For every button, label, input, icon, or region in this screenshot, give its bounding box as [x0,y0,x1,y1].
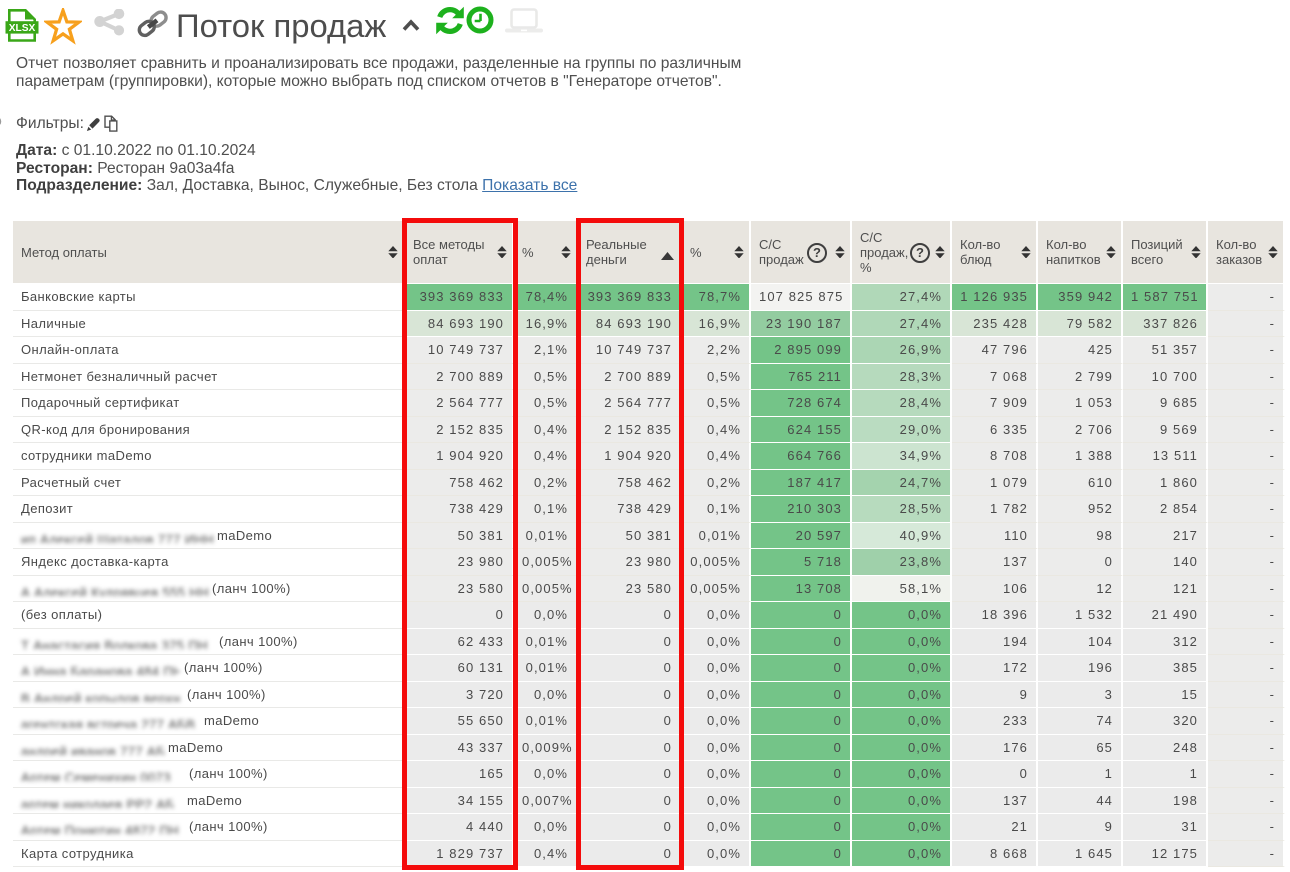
svg-text:XLSX: XLSX [9,23,36,34]
